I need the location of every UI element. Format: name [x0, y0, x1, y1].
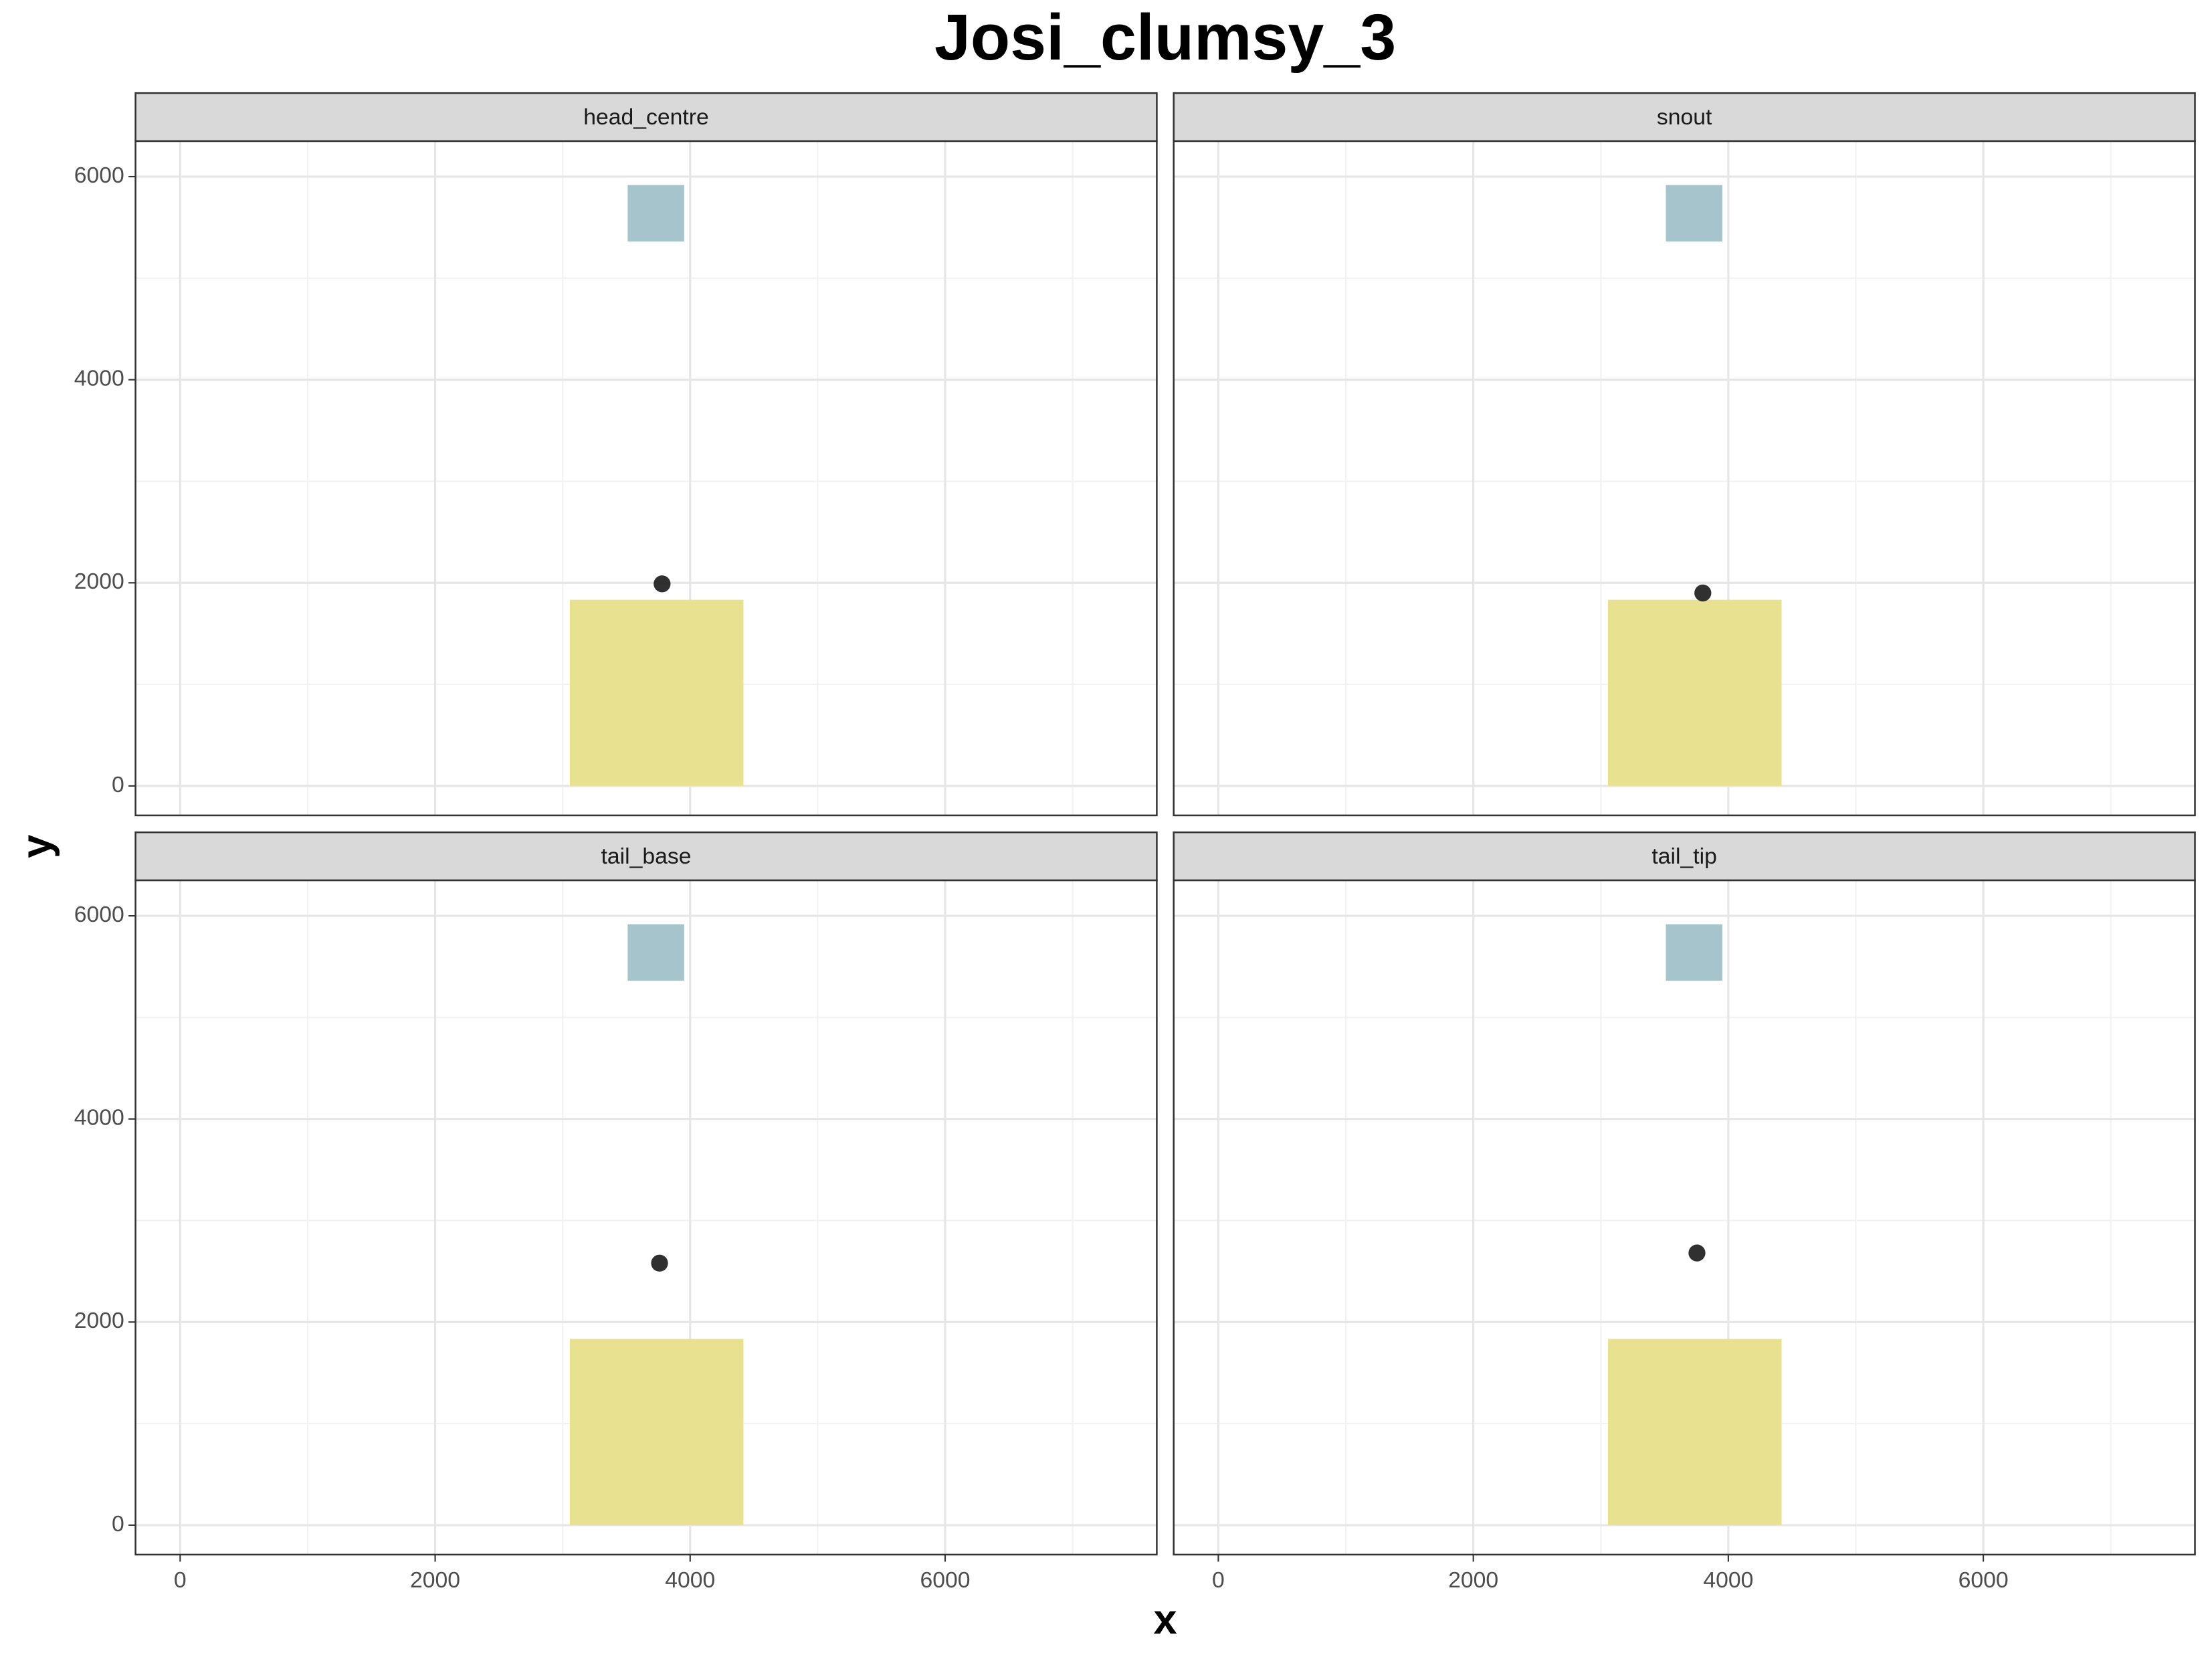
- x-tick-label: 6000: [1958, 1567, 2009, 1593]
- y-tick-label: 2000: [74, 1308, 124, 1333]
- y-tick-label: 6000: [74, 163, 124, 188]
- region: [627, 924, 684, 981]
- x-axis-label: x: [1153, 1596, 1177, 1643]
- chart-title: Josi_clumsy_3: [934, 1, 1396, 74]
- x-tick-label: 2000: [410, 1567, 460, 1593]
- x-tick-label: 0: [1212, 1567, 1225, 1593]
- region: [1607, 1339, 1782, 1525]
- y-tick-label: 0: [112, 772, 124, 797]
- x-tick-label: 2000: [1448, 1567, 1498, 1593]
- point: [653, 575, 671, 593]
- x-tick-label: 4000: [665, 1567, 715, 1593]
- x-tick-label: 4000: [1703, 1567, 1753, 1593]
- strip-label: head_centre: [583, 104, 709, 130]
- strip-label: snout: [1657, 104, 1712, 130]
- point: [651, 1254, 668, 1272]
- y-axis-label: y: [13, 835, 60, 858]
- region: [569, 599, 744, 786]
- strip: [134, 831, 1158, 882]
- y-tick-label: 4000: [74, 366, 124, 391]
- strip: [1173, 92, 2196, 142]
- point: [1688, 1244, 1706, 1262]
- x-tick-label: 0: [174, 1567, 187, 1593]
- strip: [1173, 831, 2196, 882]
- region: [1666, 924, 1722, 981]
- strip: [134, 92, 1158, 142]
- region: [1666, 185, 1722, 242]
- x-tick-label: 6000: [920, 1567, 970, 1593]
- y-tick-label: 6000: [74, 902, 124, 927]
- y-tick-label: 2000: [74, 569, 124, 594]
- region: [569, 1339, 744, 1525]
- point: [1694, 584, 1712, 602]
- region: [627, 185, 684, 242]
- region: [1607, 599, 1782, 786]
- strip-label: tail_base: [601, 844, 691, 869]
- y-tick-label: 4000: [74, 1105, 124, 1131]
- y-tick-label: 0: [112, 1511, 124, 1537]
- strip-label: tail_tip: [1651, 844, 1717, 869]
